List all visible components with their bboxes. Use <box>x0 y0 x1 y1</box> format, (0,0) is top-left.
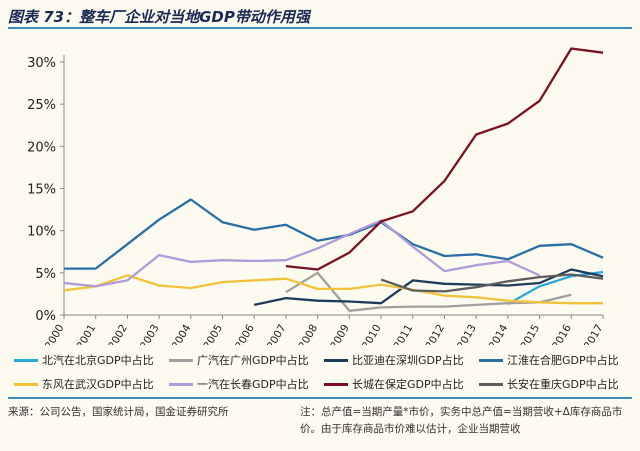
x-tick-label: 2008 <box>296 323 320 346</box>
series-line <box>507 270 604 306</box>
legend-swatch <box>324 382 348 386</box>
legend-swatch <box>169 358 193 362</box>
legend-item: 东风在武汉GDP中占比 <box>14 376 169 392</box>
x-tick-label: 2007 <box>265 323 289 346</box>
series-line <box>64 198 604 270</box>
divider <box>8 27 632 29</box>
note-text: 注：总产值=当期产量*市价，实务中总产值=当期营收+Δ库存商品市价。由于库存商品… <box>300 406 623 435</box>
series-line <box>253 268 604 307</box>
legend-label: 东风在武汉GDP中占比 <box>42 378 154 391</box>
x-tick-label: 2005 <box>201 323 225 346</box>
y-tick-label: 0% <box>35 309 56 324</box>
legend-swatch <box>14 382 38 386</box>
legend-swatch <box>479 358 503 362</box>
y-tick-label: 10% <box>27 225 56 240</box>
series-line <box>63 219 541 288</box>
y-tick-label: 15% <box>27 183 56 198</box>
x-tick-label: 2016 <box>550 322 574 345</box>
x-tick-label: 2004 <box>170 322 194 345</box>
y-tick-label: 20% <box>27 140 56 155</box>
legend-item: 广汽在广州GDP中占比 <box>169 352 324 368</box>
legend-label: 长城在保定GDP中占比 <box>352 378 464 391</box>
x-tick-label: 2011 <box>392 323 416 346</box>
divider <box>8 397 632 399</box>
x-tick-label: 2001 <box>75 323 99 346</box>
series-line <box>285 47 604 271</box>
y-tick-label: 30% <box>27 56 56 71</box>
source-text: 来源：公司公告，国家统计局，国金证券研究所 <box>8 406 229 418</box>
y-tick-label: 5% <box>35 267 56 282</box>
x-tick-label: 2003 <box>138 323 162 346</box>
legend-label: 江淮在合肥GDP中占比 <box>507 354 619 367</box>
legend-item: 北汽在北京GDP中占比 <box>14 352 169 368</box>
legend-label: 比亚迪在深圳GDP占比 <box>352 354 464 367</box>
legend-swatch <box>14 358 38 362</box>
x-tick-label: 2002 <box>106 323 130 346</box>
legend: 北汽在北京GDP中占比 广汽在广州GDP中占比 比亚迪在深圳GDP占比 江淮在合肥GD… <box>14 352 634 392</box>
x-tick-label: 2000 <box>43 323 67 346</box>
legend-swatch <box>169 382 193 386</box>
chart-title: 图表 73：整车厂企业对当地GDP带动作用强 <box>8 8 310 26</box>
x-tick-label: 2017 <box>582 323 606 346</box>
y-tick-label: 25% <box>27 98 56 113</box>
x-tick-label: 2014 <box>487 322 511 345</box>
line-chart: 0% 5% 10% 15% 20% 25% 30% 2000 2001 2002 2003 2004 2… <box>27 47 606 346</box>
x-tick-label: 2006 <box>233 322 257 345</box>
legend-swatch <box>479 382 503 386</box>
legend-label: 一汽在长春GDP中占比 <box>197 378 309 391</box>
legend-swatch <box>324 358 348 362</box>
legend-item: 江淮在合肥GDP中占比 <box>479 352 634 368</box>
series-line <box>285 271 572 312</box>
legend-item: 比亚迪在深圳GDP占比 <box>324 352 479 368</box>
legend-item: 长城在保定GDP中占比 <box>324 376 479 392</box>
series-line <box>63 274 603 305</box>
legend-label: 广汽在广州GDP中占比 <box>197 354 309 367</box>
legend-label: 北汽在北京GDP中占比 <box>42 354 154 367</box>
legend-item: 一汽在长春GDP中占比 <box>169 376 324 392</box>
x-tick-label: 2009 <box>328 323 352 346</box>
series-line <box>380 273 604 293</box>
legend-label: 长安在重庆GDP中占比 <box>507 378 619 391</box>
x-tick-label: 2013 <box>455 323 479 346</box>
x-tick-label: 2012 <box>423 323 447 346</box>
x-tick-label: 2010 <box>360 323 384 346</box>
x-tick-label: 2015 <box>518 323 542 346</box>
legend-item: 长安在重庆GDP中占比 <box>479 376 634 392</box>
